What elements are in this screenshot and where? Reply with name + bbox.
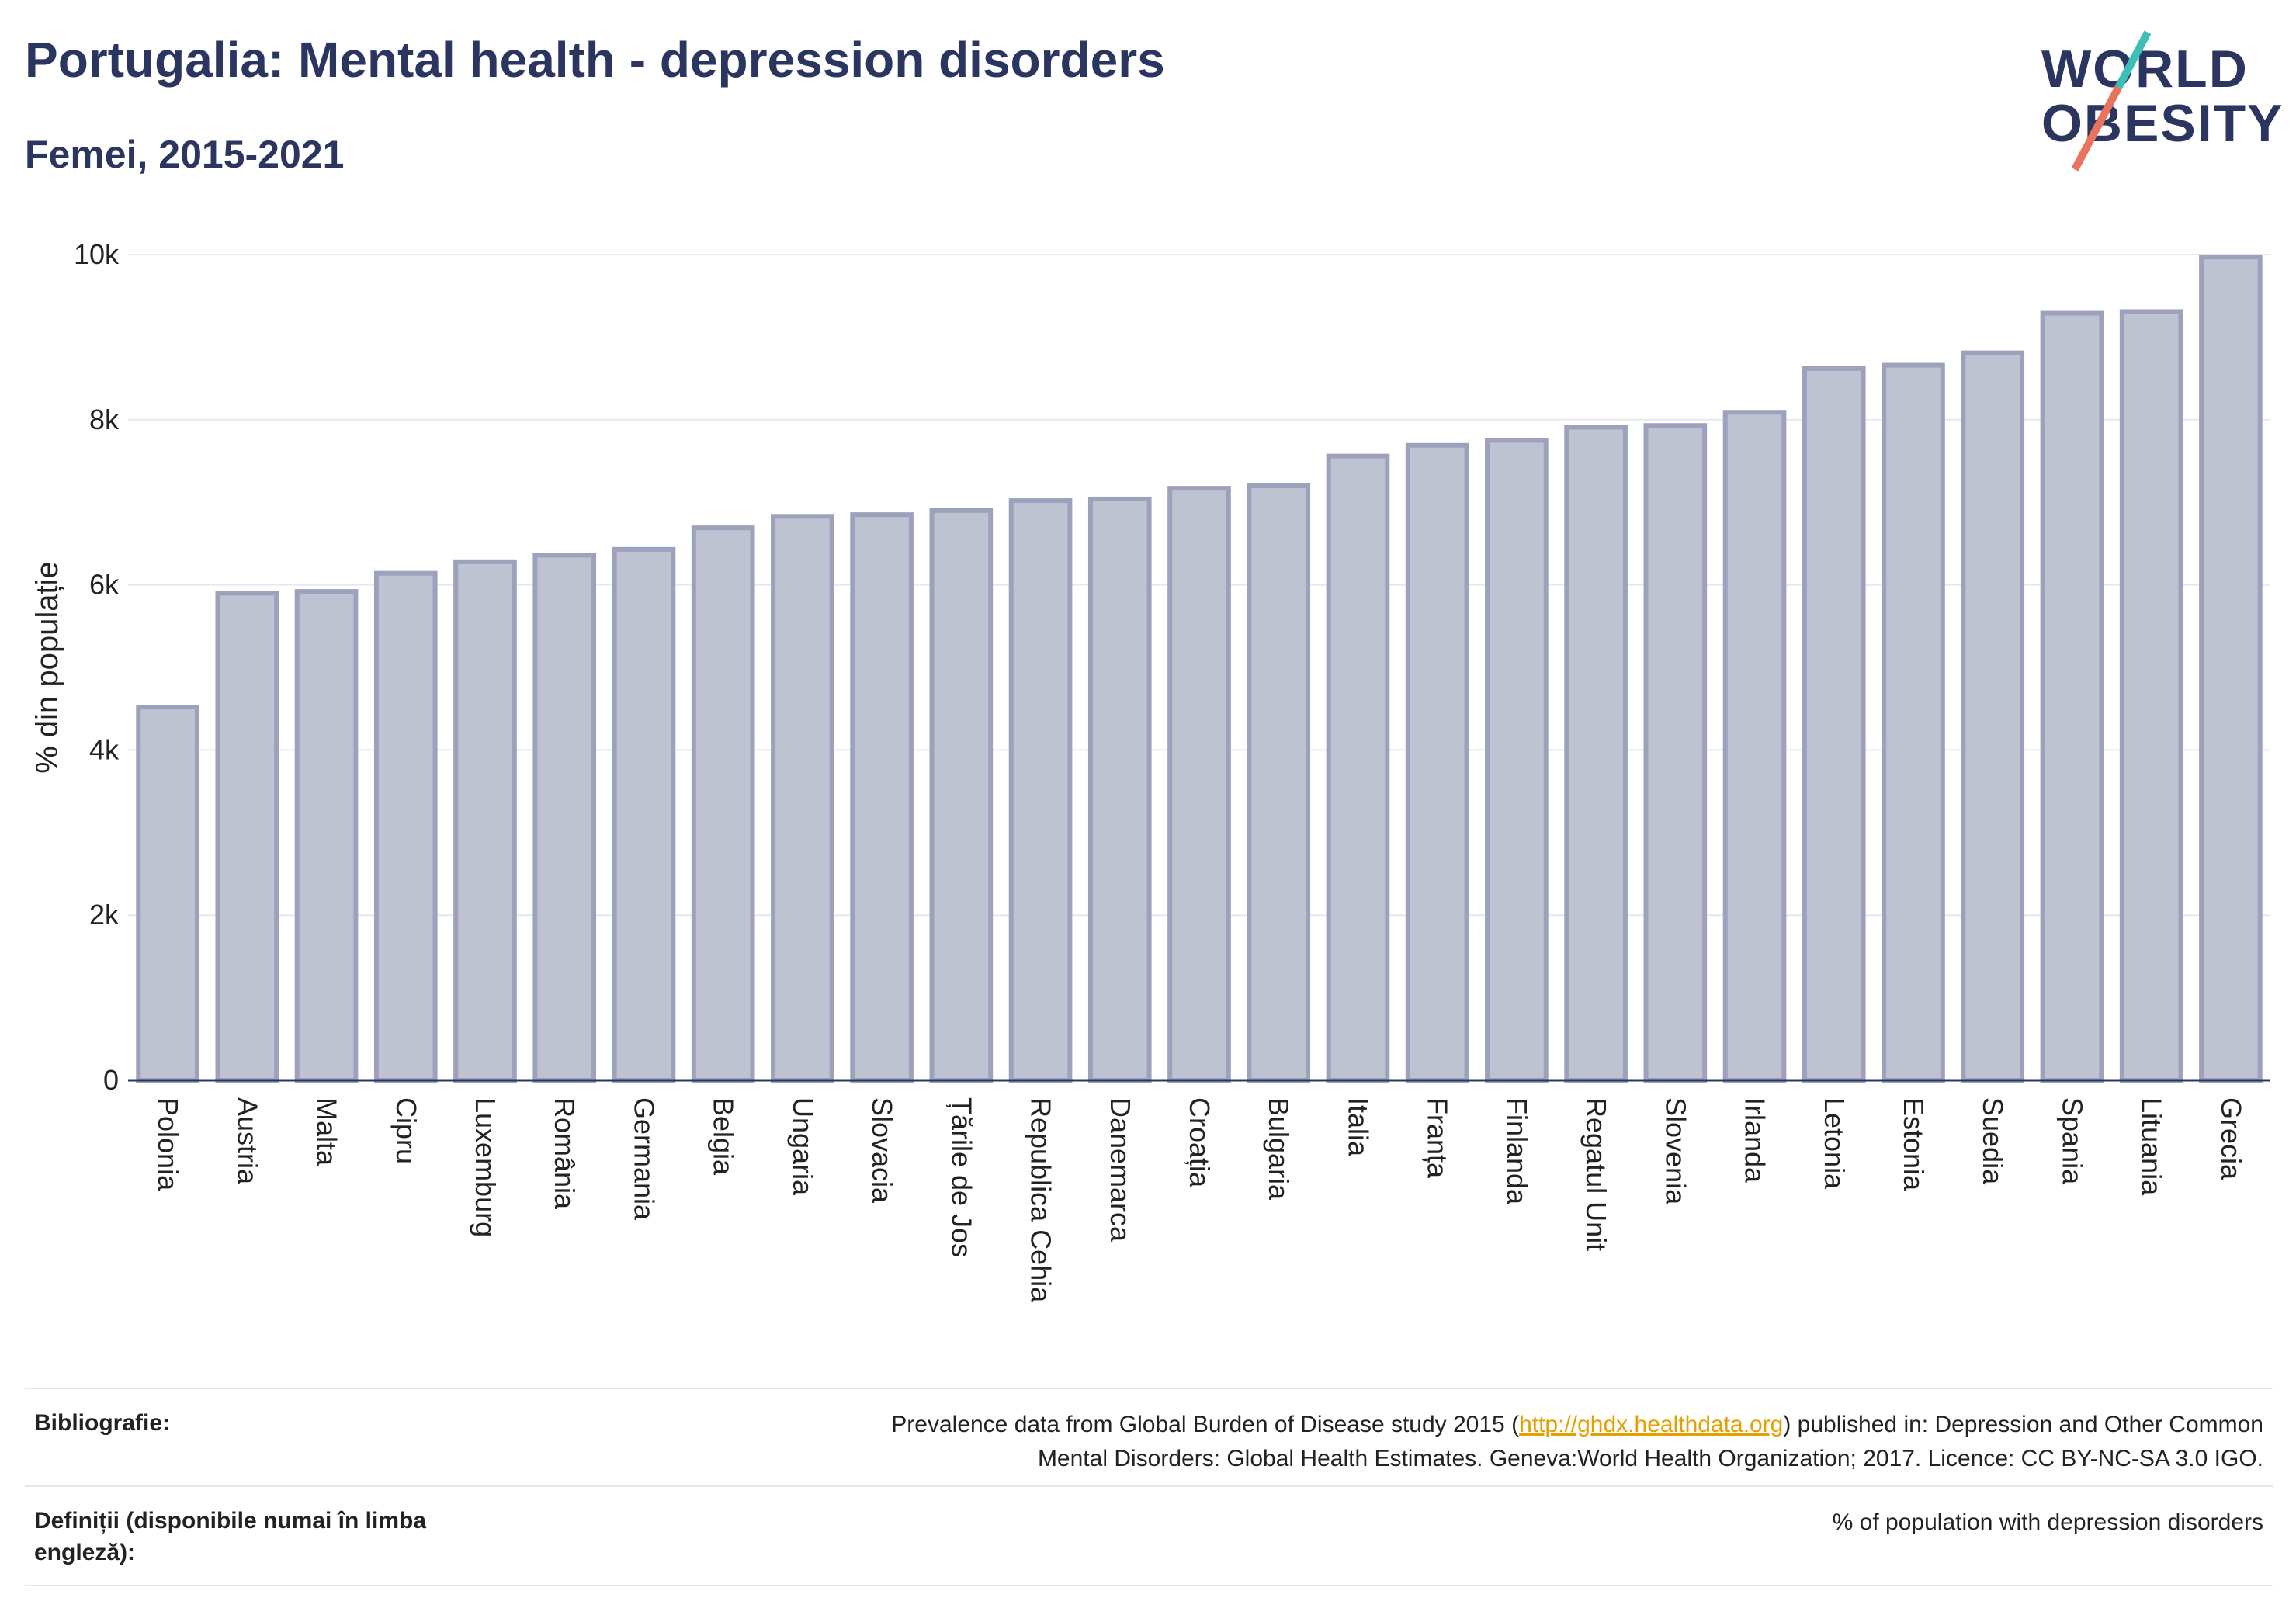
bibliography-label: Bibliografie:	[34, 1410, 171, 1436]
x-tick-label: Austria	[231, 1097, 263, 1185]
bar-slovacia[interactable]	[850, 512, 914, 1083]
y-tick-label: 4k	[89, 733, 120, 765]
bar-austria[interactable]	[215, 591, 279, 1083]
bar-franța[interactable]	[1405, 442, 1469, 1083]
definitions-row: Definiții (disponibile numai în limba en…	[25, 1485, 2273, 1586]
y-tick-label: 6k	[89, 569, 120, 601]
x-tick-label: Polonia	[152, 1097, 184, 1191]
bar-românia[interactable]	[532, 553, 597, 1083]
x-tick-label: Bulgaria	[1263, 1097, 1295, 1201]
bibliography-text-line2: Mental Disorders: Global Health Estimate…	[1037, 1445, 2263, 1471]
bar-slovenia[interactable]	[1643, 423, 1708, 1083]
y-tick-label: 2k	[89, 899, 120, 931]
x-tick-label: Luxemburg	[470, 1097, 501, 1237]
x-tick-label: România	[549, 1097, 581, 1210]
y-tick-label: 0	[103, 1064, 119, 1096]
bar-malta[interactable]	[294, 589, 359, 1083]
x-tick-label: Franța	[1422, 1097, 1454, 1179]
bar-cipru[interactable]	[373, 570, 438, 1083]
x-tick-label: Regatul Unit	[1580, 1097, 1612, 1251]
bar-italia[interactable]	[1326, 453, 1390, 1083]
bar-republica-cehia[interactable]	[1008, 498, 1073, 1083]
definitions-text: % of population with depression disorder…	[1832, 1509, 2263, 1535]
page-title: Portugalia: Mental health - depression d…	[25, 32, 1165, 88]
bars	[136, 255, 2263, 1083]
bar-danemarca[interactable]	[1087, 496, 1152, 1083]
footer: Bibliografie: Prevalence data from Globa…	[25, 1388, 2273, 1586]
bar-spania[interactable]	[2040, 310, 2104, 1083]
x-tick-label: Estonia	[1898, 1097, 1930, 1191]
bar-bulgaria[interactable]	[1247, 483, 1311, 1083]
bar-luxemburg[interactable]	[453, 559, 517, 1083]
x-tick-label: Croația	[1184, 1097, 1216, 1188]
definitions-label: Definiții (disponibile numai în limba en…	[34, 1508, 427, 1565]
x-axis-ticks: Polonia Austria Malta Cipru Luxemburg România…	[152, 1097, 2247, 1303]
bar-belgia[interactable]	[691, 525, 755, 1083]
x-tick-label: Slovenia	[1660, 1097, 1691, 1205]
y-tick-label: 8k	[89, 404, 120, 435]
page-subtitle: Femei, 2015-2021	[25, 133, 345, 176]
world-obesity-logo: WORLD OBESITY	[2018, 19, 2284, 175]
x-tick-label: Danemarca	[1105, 1097, 1136, 1242]
bar-ungaria[interactable]	[771, 514, 834, 1083]
x-tick-label: Slovacia	[866, 1097, 898, 1204]
bar-regatul-unit[interactable]	[1564, 425, 1628, 1083]
bar-letonia[interactable]	[1802, 366, 1866, 1083]
x-tick-label: Germania	[628, 1097, 660, 1221]
bar-irlanda[interactable]	[1722, 410, 1787, 1083]
x-tick-label: Grecia	[2215, 1097, 2247, 1180]
bar-lituania[interactable]	[2119, 309, 2183, 1083]
y-tick-label: 10k	[74, 238, 120, 270]
bibliography-text-part2: ) published in: Depression and Other Com…	[1783, 1412, 2263, 1437]
x-tick-label: Malta	[311, 1097, 343, 1166]
bibliography-text-part1: Prevalence data from Global Burden of Di…	[891, 1412, 1520, 1437]
bar-polonia[interactable]	[136, 705, 199, 1083]
logo-word-1: WORLD	[2041, 40, 2249, 99]
x-tick-label: Finlanda	[1501, 1097, 1533, 1205]
x-tick-label: Irlanda	[1739, 1097, 1771, 1184]
bar-estonia[interactable]	[1882, 362, 1945, 1083]
x-tick-label: Spania	[2056, 1097, 2088, 1185]
y-axis-ticks: 0 2k 4k 6k 8k 10k	[74, 238, 120, 1096]
bar-chart: 0 2k 4k 6k 8k 10k Polonia Austria Malta Cipru Lux…	[30, 238, 2270, 1303]
y-axis-label: % din populație	[30, 561, 64, 774]
bar-germania[interactable]	[612, 546, 676, 1083]
bibliography-link[interactable]: http://ghdx.healthdata.org	[1519, 1412, 1784, 1437]
x-tick-label: Italia	[1342, 1097, 1374, 1157]
bar-țările-de-jos[interactable]	[929, 508, 994, 1083]
x-tick-label: Belgia	[708, 1097, 740, 1176]
bar-grecia[interactable]	[2199, 255, 2263, 1083]
x-tick-label: Ungaria	[787, 1097, 819, 1196]
x-tick-label: Lituania	[2136, 1097, 2168, 1196]
logo-word-2: OBESITY	[2041, 94, 2284, 153]
bar-finlanda[interactable]	[1485, 438, 1549, 1083]
bar-croația[interactable]	[1167, 486, 1231, 1083]
x-tick-label: Suedia	[1977, 1097, 2009, 1185]
bibliography-text: Prevalence data from Global Burden of Di…	[891, 1408, 2263, 1475]
x-tick-label: Țările de Jos	[945, 1097, 977, 1257]
x-tick-label: Letonia	[1819, 1097, 1850, 1190]
bibliography-row: Bibliografie: Prevalence data from Globa…	[25, 1388, 2273, 1485]
x-tick-label: Cipru	[390, 1097, 422, 1164]
x-tick-label: Republica Cehia	[1025, 1097, 1057, 1303]
bar-suedia[interactable]	[1961, 350, 2025, 1083]
